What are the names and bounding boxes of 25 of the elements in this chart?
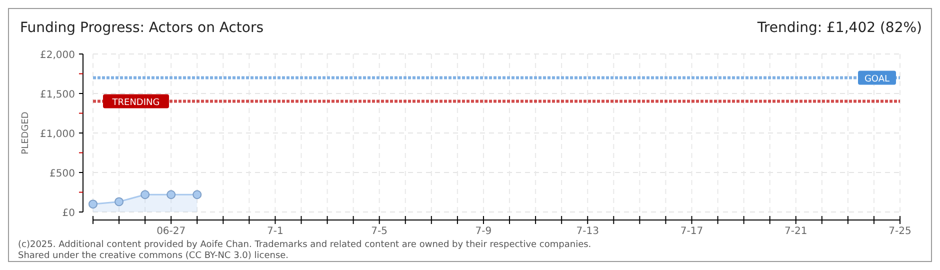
x-tick-label: 7-25 [888, 226, 912, 237]
y-tick-label: £1,500 [40, 90, 75, 100]
chart-subtitle: Trending: £1,402 (82%) [756, 20, 922, 36]
point [88, 200, 98, 209]
point [140, 190, 150, 200]
y-tick-label: £0 [62, 208, 75, 219]
ref-line-label: GOAL [864, 74, 890, 85]
text: Shared under the creative commons (CC BY-NC 3.0) license. [18, 251, 289, 261]
x-tick-label: 7-21 [784, 226, 808, 237]
x-tick-label: 7-13 [576, 226, 599, 237]
x-tick-label: 7-9 [475, 226, 492, 237]
y-axis-title: PLEDGED [21, 112, 31, 154]
x-tick-label: 7-17 [680, 226, 704, 237]
point [114, 197, 124, 206]
ref-line-label: TRENDING [111, 98, 160, 108]
x-tick-label: 06-27 [156, 226, 186, 237]
text: (c)2025. Additional content provided by Aoife Chan. Trademarks and related content are owned by their respective companies. [18, 240, 592, 250]
point [192, 190, 202, 200]
y-tick-label: £1,000 [40, 129, 75, 140]
y-tick-label: £2,000 [40, 50, 75, 61]
chart-title: Funding Progress: Actors on Actors [20, 20, 264, 36]
x-tick-label: 7-1 [267, 226, 284, 237]
point [166, 190, 176, 200]
y-tick-label: £500 [50, 168, 75, 180]
x-tick-label: 7-5 [371, 226, 388, 237]
